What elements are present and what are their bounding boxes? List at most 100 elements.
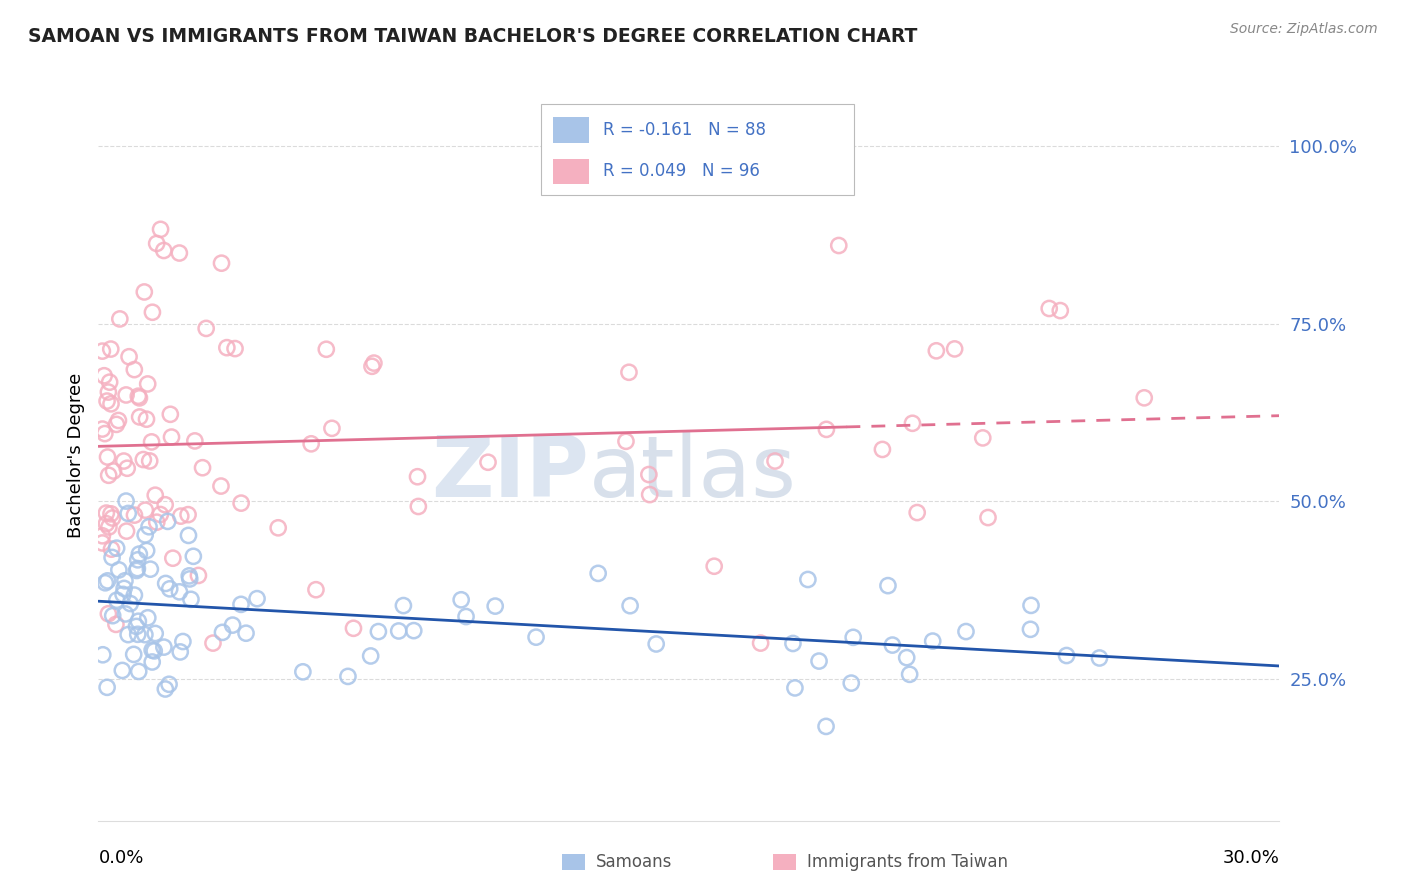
Point [782,636,804,650]
Point [117,507,139,521]
Point [91,344,114,359]
Text: atlas: atlas [589,432,797,515]
Point [127,553,149,567]
Point [127,389,149,403]
Point [97,607,120,621]
Point [100,542,122,557]
Point [367,624,389,639]
Point [94,426,117,441]
Point [215,341,238,355]
Point [454,609,477,624]
Point [211,256,233,270]
Point [143,644,166,658]
Point [141,643,163,657]
Point [797,573,820,587]
Point [105,593,128,607]
Point [614,434,637,449]
Point [638,487,661,501]
Point [305,582,328,597]
Point [201,636,224,650]
Point [91,536,114,550]
Point [882,638,904,652]
Point [96,574,118,588]
Text: ZIP: ZIP [430,432,589,515]
Point [139,562,162,576]
Point [111,664,134,678]
Point [141,305,163,319]
Point [477,455,499,469]
Point [342,621,364,635]
Point [128,391,150,405]
Text: Samoans: Samoans [596,853,672,871]
Point [229,598,252,612]
Point [103,464,125,478]
Point [100,342,122,356]
Point [122,648,145,662]
Point [96,681,118,695]
Point [749,636,772,650]
Point [177,528,200,542]
Point [135,543,157,558]
Point [363,356,385,370]
Point [1133,391,1156,405]
Point [127,614,149,628]
Point [896,650,918,665]
Point [145,236,167,251]
Point [124,508,146,522]
Point [138,454,160,468]
Point [179,572,201,586]
Point [172,634,194,648]
Point [149,222,172,236]
Point [96,516,118,531]
Point [156,515,179,529]
Point [98,375,121,389]
Point [195,321,218,335]
Point [921,634,943,648]
Point [149,508,172,522]
Point [134,285,156,299]
Point [101,550,124,565]
Point [162,551,184,566]
Bar [553,159,589,185]
Point [118,350,141,364]
Point [828,238,851,252]
Point [943,342,966,356]
Point [1056,648,1078,663]
Point [93,368,115,383]
Point [120,597,142,611]
Point [91,648,114,662]
Point [877,579,900,593]
Point [360,648,382,663]
Point [143,626,166,640]
Point [898,667,921,681]
Point [112,582,135,596]
Point [872,442,894,457]
Text: SAMOAN VS IMMIGRANTS FROM TAIWAN BACHELOR'S DEGREE CORRELATION CHART: SAMOAN VS IMMIGRANTS FROM TAIWAN BACHELO… [28,27,918,45]
Point [143,488,166,502]
Point [408,500,430,514]
Point [179,569,201,583]
Point [141,434,163,449]
Point [177,508,200,522]
Point [134,528,156,542]
Text: R = -0.161   N = 88: R = -0.161 N = 88 [603,120,766,139]
Point [115,461,138,475]
Point [905,506,928,520]
Point [115,388,138,402]
Point [128,547,150,561]
Point [112,454,135,468]
Point [125,619,148,633]
Point [101,608,124,623]
Point [94,575,117,590]
Point [132,452,155,467]
Point [155,681,177,696]
Point [977,510,1000,524]
Point [97,520,120,534]
Point [406,469,429,483]
Point [108,312,131,326]
Point [183,549,205,564]
Point [619,599,641,613]
Point [617,365,640,379]
Point [299,437,322,451]
Point [159,582,181,596]
